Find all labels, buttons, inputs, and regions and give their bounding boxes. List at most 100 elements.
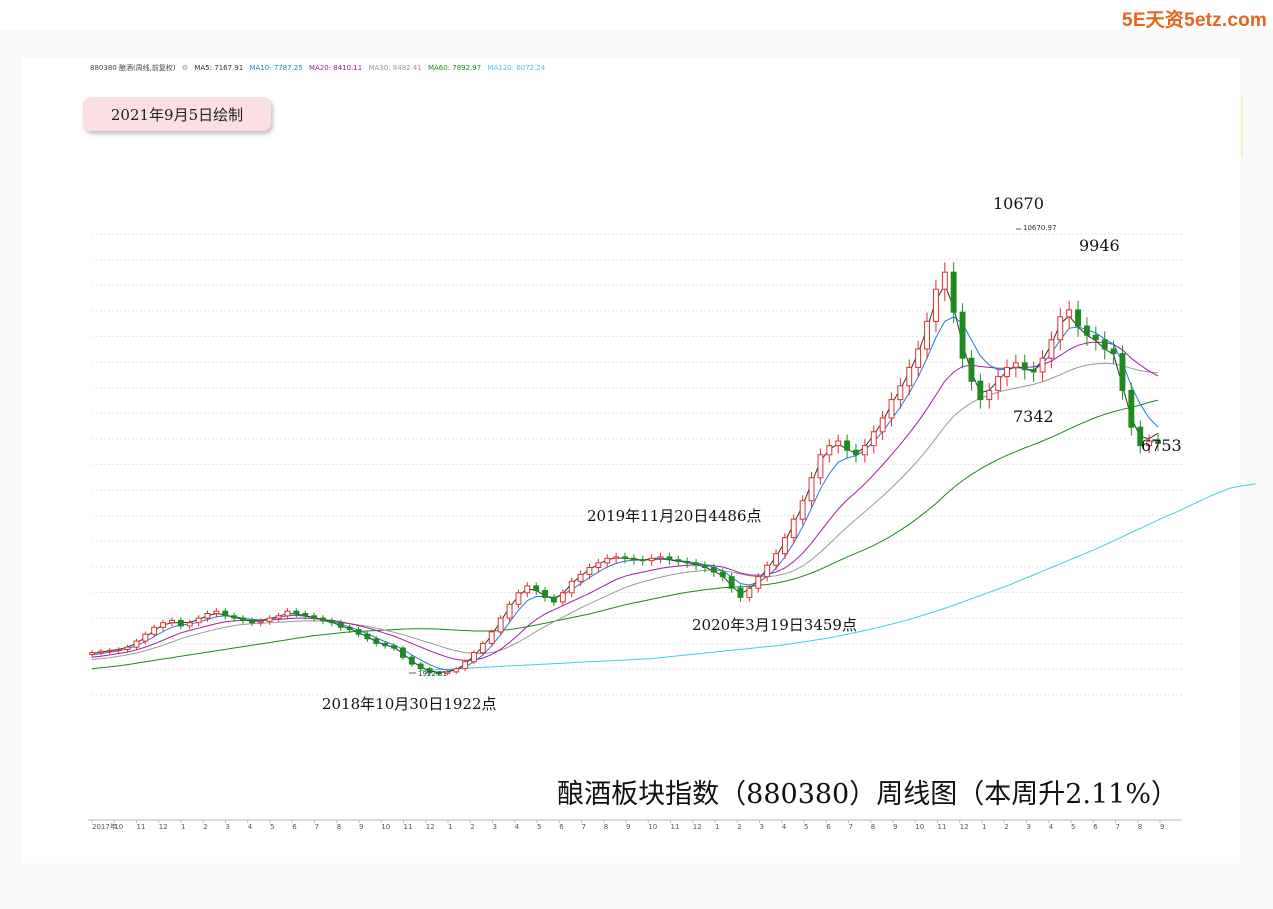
- candle-down: [968, 357, 975, 382]
- x-tick-label: 2: [470, 823, 474, 831]
- candle-up: [986, 389, 993, 401]
- candle-up: [657, 556, 664, 559]
- trough-label: 7342: [1013, 407, 1054, 426]
- candle-up: [169, 619, 175, 624]
- candle-up: [124, 646, 131, 650]
- candle-down: [1030, 369, 1037, 373]
- candle-up: [506, 603, 513, 619]
- candle-down: [320, 617, 326, 621]
- candle-down: [249, 619, 255, 624]
- candle-up: [257, 620, 264, 624]
- oct-2018-label: 2018年10月30日1922点: [322, 695, 497, 713]
- x-tick-label: 12: [693, 823, 702, 831]
- candle-down: [337, 622, 344, 628]
- candle-up: [773, 553, 779, 566]
- candle-up: [933, 288, 939, 322]
- candle-up: [577, 573, 584, 582]
- candle-up: [870, 431, 877, 447]
- candle-down: [311, 615, 318, 619]
- nov-2019-label: 2019年11月20日4486点: [587, 507, 762, 525]
- legend-ma5: MA5: 7167.91: [194, 64, 244, 72]
- candle-up: [497, 617, 504, 633]
- x-tick-label: 6: [1093, 823, 1098, 831]
- ma60-line: [91, 399, 1159, 670]
- candle-down: [391, 645, 398, 649]
- candle-down: [240, 617, 247, 621]
- x-tick-label: 5: [537, 823, 541, 831]
- candle-down: [231, 615, 238, 619]
- candle-down: [737, 587, 744, 598]
- candle-up: [559, 592, 566, 603]
- candle-down: [551, 596, 557, 603]
- candle-down: [844, 440, 850, 451]
- candle-up: [142, 633, 149, 642]
- candle-down: [1128, 389, 1135, 428]
- candle-down: [542, 590, 548, 598]
- x-tick-label: 5: [270, 823, 274, 831]
- legend-settings-icon[interactable]: ⚙: [181, 64, 189, 72]
- x-tick-label: 10: [648, 823, 657, 831]
- candle-down: [950, 271, 957, 313]
- candle-up: [1066, 309, 1073, 318]
- candle-up: [817, 454, 824, 479]
- candle-up: [941, 271, 948, 290]
- ma120-line: [420, 483, 1256, 671]
- x-tick-label: 9: [626, 823, 630, 831]
- candle-down: [639, 559, 646, 562]
- second-peak-label: 9946: [1079, 236, 1120, 255]
- candle-down: [1137, 426, 1144, 447]
- x-tick-label: 11: [671, 823, 680, 831]
- x-tick-label: 2: [737, 823, 741, 831]
- candle-down: [364, 633, 371, 640]
- candle-up: [1004, 366, 1010, 378]
- x-tick-label: 4: [515, 823, 520, 831]
- x-tick-label: 2: [203, 823, 207, 831]
- x-tick-label: 4: [248, 823, 253, 831]
- legend-ma60: MA60: 7892.97: [427, 64, 482, 72]
- x-tick-label: 1: [181, 823, 185, 831]
- candle-up: [453, 668, 460, 673]
- candle-down: [666, 556, 673, 561]
- candle-down: [1155, 440, 1161, 444]
- candle-down: [1092, 334, 1099, 341]
- candle-up: [808, 477, 815, 502]
- x-tick-label: 10: [114, 823, 123, 831]
- x-tick-label: 9: [359, 823, 363, 831]
- candle-down: [1110, 348, 1117, 355]
- candle-down: [853, 449, 859, 456]
- candle-up: [613, 556, 620, 559]
- candle-down: [977, 380, 984, 401]
- date-badge-text: 2021年9月5日绘制: [110, 105, 244, 124]
- candle-up: [133, 640, 140, 648]
- candle-up: [746, 587, 753, 598]
- x-tick-label: 5: [1071, 823, 1075, 831]
- x-tick-label: 11: [137, 823, 146, 831]
- candle-up: [524, 585, 531, 594]
- candle-up: [790, 518, 797, 539]
- peak-label: 10670: [993, 194, 1044, 213]
- candle-up: [906, 366, 913, 387]
- candle-down: [408, 656, 415, 665]
- candle-up: [106, 649, 113, 652]
- candle-down: [533, 585, 540, 592]
- x-tick-label: 7: [849, 823, 853, 831]
- x-tick-label: 4: [782, 823, 787, 831]
- candle-down: [622, 556, 628, 559]
- candle-up: [1057, 316, 1064, 341]
- x-tick-label: 6: [559, 823, 564, 831]
- x-tick-label: 8: [337, 823, 341, 831]
- x-tick-label: 12: [159, 823, 168, 831]
- candle-up: [444, 671, 451, 674]
- candle-down: [728, 576, 735, 589]
- x-tick-label: 10: [381, 823, 390, 831]
- x-tick-label: 5: [804, 823, 808, 831]
- candle-down: [222, 610, 229, 617]
- candle-down: [435, 672, 442, 675]
- candle-up: [213, 610, 220, 615]
- candle-up: [266, 617, 273, 622]
- candle-up: [595, 562, 602, 569]
- candle-up: [924, 320, 930, 350]
- x-tick-label: 2017年: [92, 822, 117, 831]
- legend-ma30: MA30: 8482.41: [368, 64, 422, 72]
- candle-up: [284, 610, 291, 617]
